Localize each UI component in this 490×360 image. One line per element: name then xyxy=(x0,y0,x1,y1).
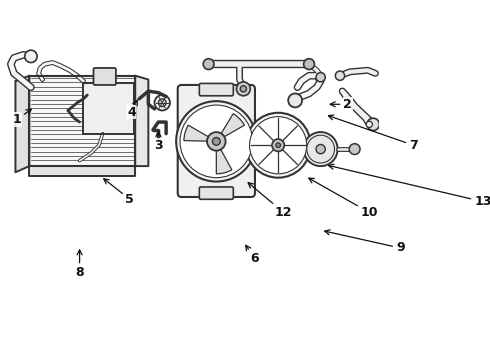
Circle shape xyxy=(236,82,250,96)
Text: 7: 7 xyxy=(328,115,418,152)
Text: 8: 8 xyxy=(75,250,84,279)
Circle shape xyxy=(307,135,335,163)
Text: 3: 3 xyxy=(154,132,163,152)
FancyBboxPatch shape xyxy=(199,84,233,96)
Text: 13: 13 xyxy=(329,164,490,208)
Circle shape xyxy=(24,50,37,63)
Circle shape xyxy=(176,101,256,181)
FancyBboxPatch shape xyxy=(178,85,255,197)
Circle shape xyxy=(335,71,344,80)
Polygon shape xyxy=(135,76,148,166)
Circle shape xyxy=(367,118,379,131)
Wedge shape xyxy=(221,114,245,137)
Text: 5: 5 xyxy=(104,179,134,206)
Circle shape xyxy=(154,95,170,111)
Circle shape xyxy=(207,132,225,150)
Text: 4: 4 xyxy=(127,100,137,118)
Circle shape xyxy=(366,121,372,127)
Circle shape xyxy=(203,59,214,69)
Text: 11: 11 xyxy=(0,359,1,360)
Polygon shape xyxy=(29,166,135,176)
Polygon shape xyxy=(29,76,135,166)
FancyBboxPatch shape xyxy=(199,187,233,199)
Wedge shape xyxy=(184,125,208,141)
Text: 6: 6 xyxy=(245,245,259,265)
Circle shape xyxy=(180,105,253,178)
Text: 2: 2 xyxy=(330,98,352,111)
Polygon shape xyxy=(16,76,29,172)
Circle shape xyxy=(304,59,315,69)
Circle shape xyxy=(316,73,325,82)
Circle shape xyxy=(249,117,307,174)
FancyBboxPatch shape xyxy=(94,68,116,85)
Text: 1: 1 xyxy=(13,109,31,126)
Text: 9: 9 xyxy=(325,230,405,255)
Circle shape xyxy=(245,113,311,178)
Circle shape xyxy=(276,143,280,148)
Text: 12: 12 xyxy=(248,183,293,219)
Circle shape xyxy=(316,144,325,154)
Circle shape xyxy=(213,138,220,145)
Circle shape xyxy=(158,99,166,107)
Circle shape xyxy=(240,86,246,92)
Circle shape xyxy=(349,144,360,154)
Circle shape xyxy=(288,94,302,107)
Circle shape xyxy=(304,132,338,166)
Text: 10: 10 xyxy=(309,178,378,219)
Circle shape xyxy=(272,139,284,152)
Wedge shape xyxy=(217,149,232,174)
Polygon shape xyxy=(83,84,134,134)
